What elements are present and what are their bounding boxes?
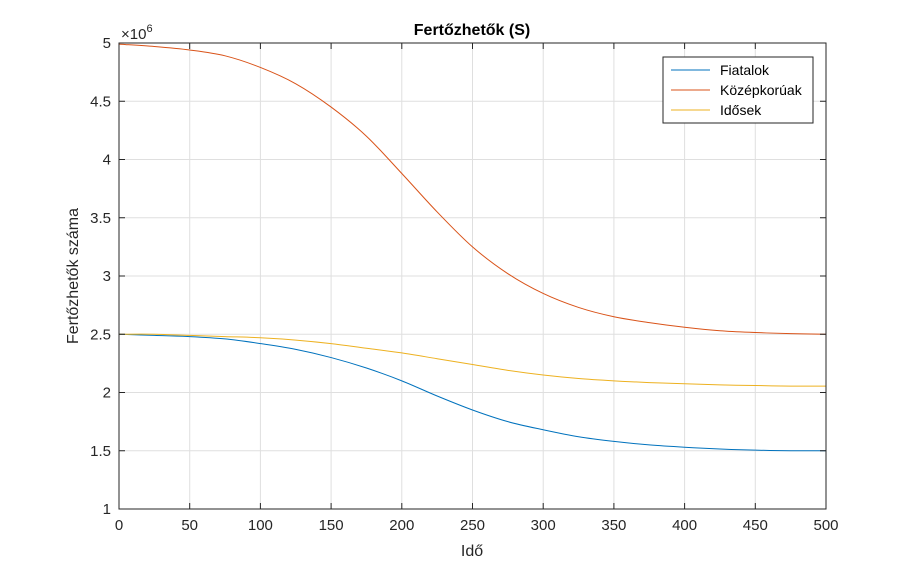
x-tick-label: 0 <box>115 517 123 534</box>
axes: 0 50 100 150 200 250 300 350 400 450 500 1 1.5 2 2.5 3 3… <box>90 35 838 534</box>
y-axis-label: Fertőzhetők száma <box>65 208 82 344</box>
legend: Fiatalok Középkorúak Idősek <box>662 56 814 124</box>
y-tick-label: 1 <box>103 501 111 518</box>
y-axis-exponent-base: ×10 <box>121 26 146 43</box>
y-axis-exponent-power: 6 <box>146 23 152 35</box>
x-axis-label: Idő <box>461 543 483 560</box>
y-tick-label: 4.5 <box>90 93 111 110</box>
x-tick-label: 300 <box>531 517 556 534</box>
chart-title: Fertőzhetők (S) <box>414 22 530 39</box>
y-tick-label: 1.5 <box>90 443 111 460</box>
legend-label-1: Fiatalok <box>720 62 770 78</box>
x-tick-label: 200 <box>389 517 414 534</box>
x-tick-label: 450 <box>743 517 768 534</box>
y-axis-exponent: ×106 <box>121 23 153 43</box>
x-tick-label: 150 <box>319 517 344 534</box>
y-tick-label: 4 <box>103 152 111 169</box>
legend-label-3: Idősek <box>720 102 762 118</box>
y-tick-label: 5 <box>103 35 111 52</box>
y-tick-label: 3 <box>103 268 111 285</box>
series-line-3 <box>118 333 827 387</box>
x-tick-label: 500 <box>813 517 838 534</box>
y-tick-label: 3.5 <box>90 210 111 227</box>
x-tick-label: 400 <box>672 517 697 534</box>
x-tick-label: 250 <box>460 517 485 534</box>
x-tick-label: 100 <box>248 517 273 534</box>
x-tick-label: 50 <box>181 517 198 534</box>
y-tick-label: 2.5 <box>90 326 111 343</box>
series-group <box>118 43 827 452</box>
x-tick-label: 350 <box>601 517 626 534</box>
legend-label-2: Középkorúak <box>720 82 803 98</box>
y-tick-label: 2 <box>103 385 111 402</box>
series-line-1 <box>118 333 827 452</box>
series-line-2 <box>118 43 827 335</box>
